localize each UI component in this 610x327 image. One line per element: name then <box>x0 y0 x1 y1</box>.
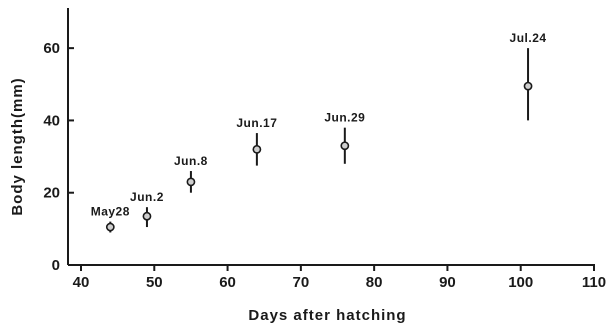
data-point-group: May28 <box>91 205 130 233</box>
x-axis-label: Days after hatching <box>248 307 406 324</box>
data-point <box>523 81 533 91</box>
x-tick-label: 60 <box>219 274 236 291</box>
data-point-label: Jul.24 <box>510 31 547 45</box>
data-point <box>340 141 350 151</box>
data-point-group: Jul.24 <box>510 31 547 121</box>
data-point-label: Jun.29 <box>324 111 365 125</box>
x-tick-label: 80 <box>366 274 383 291</box>
data-point <box>186 177 196 187</box>
y-axis-label: Body length(mm) <box>9 77 26 215</box>
data-point-group: Jun.29 <box>324 111 365 164</box>
data-point <box>142 211 152 221</box>
x-tick-label: 100 <box>508 274 533 291</box>
data-point-label: May28 <box>91 205 130 219</box>
y-tick-label: 20 <box>43 185 60 202</box>
y-ticks: 0 20 40 60 <box>43 40 74 274</box>
x-tick-label: 110 <box>582 274 606 291</box>
data-point-label: Jun.17 <box>236 116 277 130</box>
data-point-group: Jun.17 <box>236 116 277 166</box>
y-tick-label: 40 <box>43 112 60 129</box>
axes <box>67 8 595 266</box>
x-ticks: 40 50 60 70 80 90 100 110 <box>73 265 606 291</box>
data-point-group: Jun.2 <box>130 190 164 228</box>
data-point-group: Jun.8 <box>174 154 208 193</box>
data-point <box>105 222 115 232</box>
x-tick-label: 70 <box>293 274 310 291</box>
x-tick-label: 40 <box>73 274 90 291</box>
data-point-label: Jun.8 <box>174 154 208 168</box>
x-tick-label: 50 <box>146 274 163 291</box>
data-point-label: Jun.2 <box>130 190 164 204</box>
y-tick-label: 60 <box>43 40 60 57</box>
y-tick-label: 0 <box>52 257 60 274</box>
x-tick-label: 90 <box>439 274 456 291</box>
data-point <box>252 144 262 154</box>
